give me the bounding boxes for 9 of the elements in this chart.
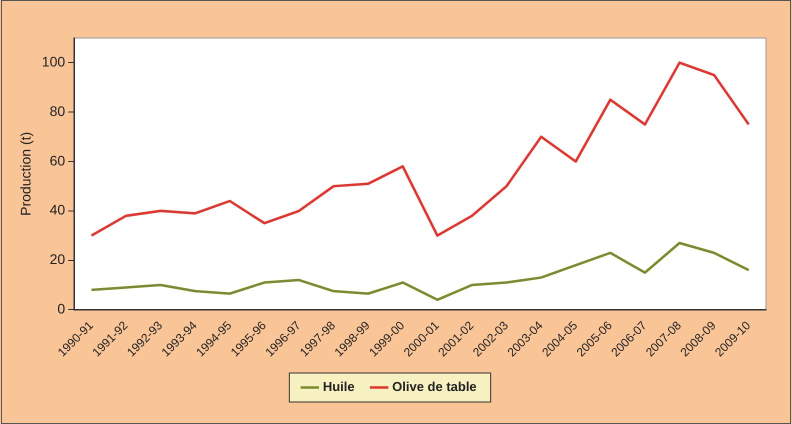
y-tick-label: 100: [42, 54, 66, 70]
y-axis-title: Production (t): [17, 132, 34, 216]
y-tick-label: 0: [57, 300, 66, 317]
legend-label: Huile: [322, 379, 355, 394]
y-tick-label: 60: [50, 152, 66, 168]
y-tick-label: 80: [50, 102, 66, 119]
y-tick-label: 40: [50, 202, 66, 218]
legend-label: Olive de table: [392, 379, 477, 394]
y-tick-label: 20: [50, 251, 66, 268]
